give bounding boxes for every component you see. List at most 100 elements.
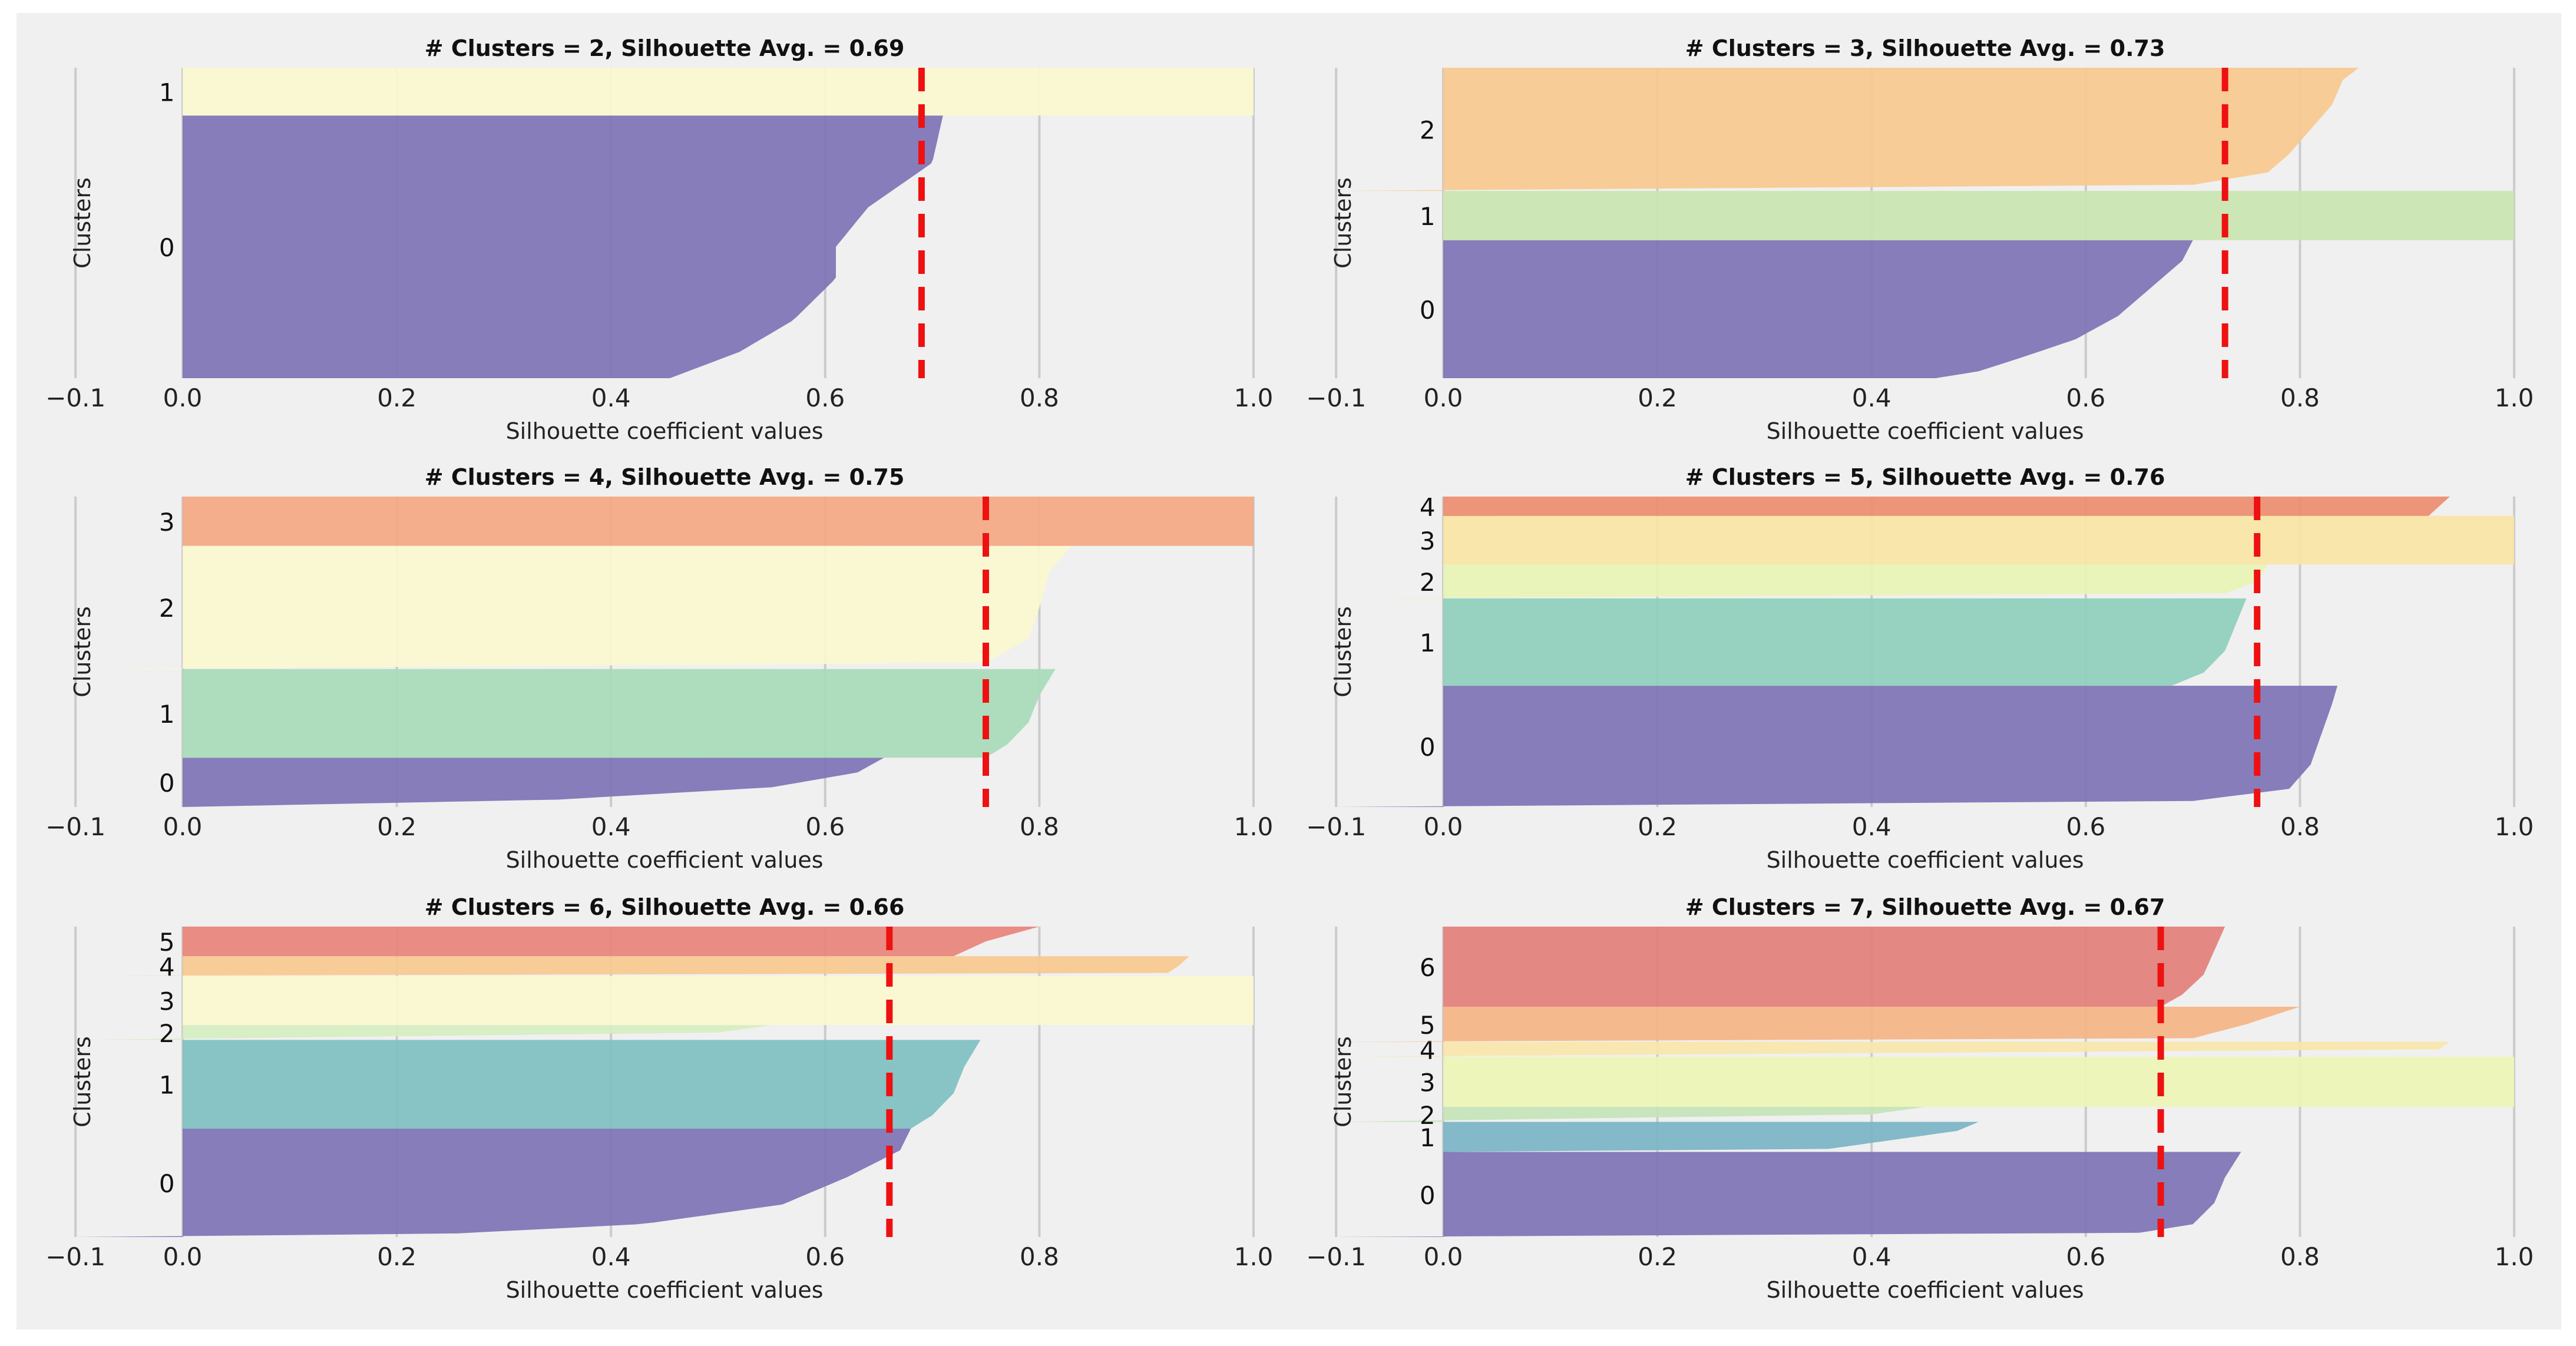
- x-tick-label: −0.1: [1306, 812, 1366, 841]
- subplot-title: # Clusters = 4, Silhouette Avg. = 0.75: [425, 464, 905, 490]
- cluster-1-silhouette: [183, 1040, 981, 1129]
- x-tick-label: 0.0: [1424, 812, 1463, 841]
- x-tick-label: 0.4: [1852, 1242, 1892, 1271]
- subplot-title: # Clusters = 2, Silhouette Avg. = 0.69: [425, 35, 905, 61]
- cluster-label-3: 3: [1420, 1069, 1436, 1097]
- x-tick-label: 1.0: [2495, 812, 2534, 841]
- x-axis-label: Silhouette coefficient values: [506, 1277, 824, 1303]
- x-tick-label: 1.0: [1234, 812, 1274, 841]
- x-tick-label: 0.6: [805, 1242, 845, 1271]
- cluster-label-3: 3: [159, 987, 175, 1016]
- y-axis-label: Clusters: [70, 606, 95, 697]
- x-tick-label: 0.2: [1638, 812, 1677, 841]
- x-axis-label: Silhouette coefficient values: [1767, 418, 2084, 444]
- cluster-label-0: 0: [1420, 1181, 1436, 1210]
- subplot-title: # Clusters = 7, Silhouette Avg. = 0.67: [1685, 894, 2165, 920]
- cluster-label-5: 5: [1420, 1011, 1436, 1040]
- cluster-0-silhouette: [1336, 1152, 2241, 1237]
- subplot-title: # Clusters = 5, Silhouette Avg. = 0.76: [1685, 464, 2165, 490]
- subplot-title: # Clusters = 3, Silhouette Avg. = 0.73: [1685, 35, 2165, 61]
- cluster-0-silhouette: [75, 1128, 911, 1237]
- x-tick-label: 1.0: [1234, 383, 1274, 412]
- x-tick-label: 0.4: [591, 1242, 631, 1271]
- cluster-label-2: 2: [1420, 1101, 1436, 1130]
- cluster-label-2: 2: [1420, 116, 1436, 145]
- x-tick-label: 0.2: [1638, 383, 1677, 412]
- x-tick-label: 0.2: [377, 812, 416, 841]
- cluster-6-silhouette: [1443, 927, 2226, 1007]
- x-tick-label: 0.4: [591, 812, 631, 841]
- cluster-label-6: 6: [1420, 953, 1436, 982]
- cluster-1-silhouette: [183, 669, 1056, 758]
- x-tick-label: 0.0: [163, 1242, 203, 1271]
- x-tick-label: 0.8: [1020, 383, 1059, 412]
- x-tick-label: 0.8: [2280, 383, 2320, 412]
- cluster-label-0: 0: [159, 233, 175, 262]
- x-tick-label: 0.4: [591, 383, 631, 412]
- x-axis-label: Silhouette coefficient values: [506, 847, 824, 873]
- subplot-3: 0 1 2 3 −0.1 0.0 0.2 0.4 0.6 0.8 1.0 # Clusters = 4…: [45, 464, 1273, 873]
- x-axis-label: Silhouette coefficient values: [1767, 847, 2084, 873]
- x-axis-label: Silhouette coefficient values: [506, 418, 824, 444]
- cluster-4-silhouette: [1443, 497, 2450, 516]
- cluster-label-2: 2: [159, 1019, 175, 1048]
- cluster-label-2: 2: [159, 594, 175, 623]
- y-axis-label: Clusters: [1330, 606, 1356, 697]
- cluster-label-1: 1: [159, 78, 175, 107]
- x-tick-label: −0.1: [45, 812, 105, 841]
- subplot-title: # Clusters = 6, Silhouette Avg. = 0.66: [425, 894, 905, 920]
- cluster-5-silhouette: [183, 927, 1040, 957]
- y-axis-label: Clusters: [70, 1036, 95, 1127]
- cluster-label-2: 2: [1420, 568, 1436, 597]
- cluster-2-silhouette: [1336, 564, 2268, 598]
- cluster-label-0: 0: [159, 769, 175, 798]
- x-tick-label: 1.0: [1234, 1242, 1274, 1271]
- x-tick-label: 0.8: [2280, 1242, 2320, 1271]
- cluster-label-3: 3: [1420, 527, 1436, 555]
- y-axis-label: Clusters: [1330, 177, 1356, 269]
- x-axis-label: Silhouette coefficient values: [1767, 1277, 2084, 1303]
- x-tick-label: 0.0: [1424, 1242, 1463, 1271]
- x-tick-label: 0.8: [1020, 812, 1059, 841]
- x-tick-label: 0.0: [163, 812, 203, 841]
- cluster-label-1: 1: [1420, 1123, 1436, 1152]
- y-axis-label: Clusters: [70, 177, 95, 269]
- cluster-label-0: 0: [159, 1169, 175, 1198]
- x-tick-label: 0.2: [1638, 1242, 1677, 1271]
- cluster-3-silhouette: [1443, 515, 2514, 565]
- x-tick-label: 0.2: [377, 1242, 416, 1271]
- x-tick-label: 0.2: [377, 383, 416, 412]
- x-tick-label: 0.8: [2280, 812, 2320, 841]
- cluster-label-3: 3: [159, 508, 175, 537]
- cluster-3-silhouette: [1443, 1057, 2514, 1107]
- x-tick-label: 1.0: [2495, 1242, 2534, 1271]
- cluster-label-1: 1: [1420, 202, 1436, 231]
- x-tick-label: 1.0: [2495, 383, 2534, 412]
- x-tick-label: −0.1: [45, 1242, 105, 1271]
- cluster-3-silhouette: [183, 975, 1254, 1026]
- cluster-label-5: 5: [159, 928, 175, 957]
- cluster-4-silhouette: [75, 956, 1189, 976]
- subplot-2: 0 1 2 −0.1 0.0 0.2 0.4 0.6 0.8 1.0 # Clusters = 3,…: [1306, 35, 2534, 444]
- subplot-5: 0 1 2 3 45 −0.1 0.0 0.2 0.4 0.6 0.8 1.0 # Clusters =…: [45, 894, 1273, 1303]
- x-tick-label: 0.6: [2066, 383, 2105, 412]
- x-tick-label: 0.0: [1424, 383, 1463, 412]
- cluster-0-silhouette: [183, 758, 884, 807]
- cluster-1-silhouette: [1443, 1122, 1979, 1152]
- cluster-2-silhouette: [1336, 68, 2359, 191]
- cluster-5-silhouette: [1336, 1007, 2300, 1042]
- cluster-label-1: 1: [1420, 629, 1436, 657]
- subplot-4: 0 1 2 3 4 −0.1 0.0 0.2 0.4 0.6 0.8 1.0 # Clusters = …: [1306, 464, 2534, 873]
- cluster-0-silhouette: [183, 115, 943, 379]
- cluster-1-silhouette: [1443, 191, 2514, 240]
- x-tick-label: −0.1: [45, 383, 105, 412]
- subplot-grid: 0 1 −0.1 0.0 0.2 0.4 0.6 0.8 1.0 # Clusters = 2, …: [45, 35, 2534, 1303]
- cluster-1-silhouette: [1443, 598, 2247, 686]
- x-tick-label: 0.6: [2066, 1242, 2105, 1271]
- cluster-2-silhouette: [1336, 1107, 1926, 1122]
- cluster-label-1: 1: [159, 1071, 175, 1100]
- x-tick-label: 0.6: [805, 383, 845, 412]
- cluster-0-silhouette: [1336, 686, 2337, 807]
- subplot-6: 0 12 3 45 6 −0.1 0.0 0.2 0.4 0.6 0.8 1.0 # Clusters …: [1306, 894, 2534, 1303]
